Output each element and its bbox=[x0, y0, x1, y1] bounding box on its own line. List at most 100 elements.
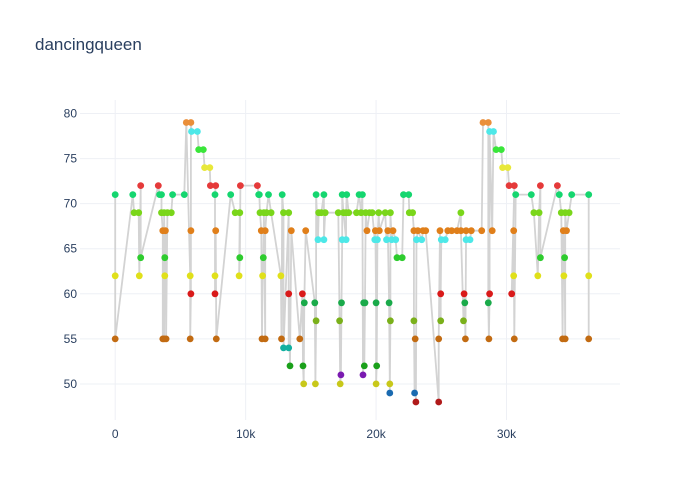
data-point[interactable] bbox=[368, 209, 376, 217]
data-point[interactable] bbox=[162, 227, 169, 235]
data-point[interactable] bbox=[400, 191, 407, 199]
data-point[interactable] bbox=[373, 362, 381, 370]
data-point[interactable] bbox=[585, 191, 593, 199]
data-point[interactable] bbox=[360, 362, 368, 370]
data-point[interactable] bbox=[512, 191, 520, 199]
data-point[interactable] bbox=[585, 335, 593, 343]
data-point[interactable] bbox=[211, 290, 219, 298]
data-point[interactable] bbox=[530, 209, 538, 217]
data-point[interactable] bbox=[188, 128, 195, 135]
data-point[interactable] bbox=[435, 398, 443, 406]
data-point[interactable] bbox=[466, 236, 474, 244]
data-point[interactable] bbox=[490, 128, 497, 135]
data-point[interactable] bbox=[299, 290, 306, 298]
data-point[interactable] bbox=[389, 227, 397, 235]
data-point[interactable] bbox=[338, 299, 345, 307]
data-point[interactable] bbox=[312, 317, 320, 325]
data-point[interactable] bbox=[510, 182, 518, 190]
data-point[interactable] bbox=[342, 236, 350, 244]
data-point[interactable] bbox=[280, 344, 287, 352]
data-point[interactable] bbox=[411, 389, 418, 397]
data-point[interactable] bbox=[385, 299, 393, 307]
data-point[interactable] bbox=[527, 191, 535, 199]
data-point[interactable] bbox=[111, 272, 119, 280]
data-point[interactable] bbox=[504, 164, 512, 172]
data-point[interactable] bbox=[561, 254, 568, 262]
data-point[interactable] bbox=[457, 227, 465, 235]
data-point[interactable] bbox=[392, 236, 400, 244]
data-point[interactable] bbox=[187, 290, 195, 298]
data-point[interactable] bbox=[537, 182, 544, 190]
data-point[interactable] bbox=[261, 227, 269, 235]
data-point[interactable] bbox=[457, 209, 465, 217]
data-point[interactable] bbox=[410, 317, 418, 325]
data-point[interactable] bbox=[372, 380, 380, 388]
data-point[interactable] bbox=[381, 209, 389, 217]
data-point[interactable] bbox=[375, 227, 383, 235]
data-point[interactable] bbox=[194, 128, 201, 135]
data-point[interactable] bbox=[278, 335, 285, 343]
data-point[interactable] bbox=[436, 227, 444, 235]
data-point[interactable] bbox=[499, 164, 506, 172]
data-point[interactable] bbox=[386, 380, 394, 388]
data-point[interactable] bbox=[418, 236, 426, 244]
data-point[interactable] bbox=[441, 236, 449, 244]
data-point[interactable] bbox=[383, 236, 390, 244]
data-point[interactable] bbox=[300, 380, 308, 388]
data-point[interactable] bbox=[554, 182, 561, 190]
data-point[interactable] bbox=[478, 227, 486, 235]
data-point[interactable] bbox=[211, 191, 219, 199]
data-point[interactable] bbox=[386, 389, 394, 397]
data-point[interactable] bbox=[158, 191, 165, 199]
data-point[interactable] bbox=[235, 272, 243, 280]
data-point[interactable] bbox=[437, 317, 445, 325]
data-point[interactable] bbox=[267, 209, 275, 217]
data-point[interactable] bbox=[320, 191, 328, 199]
data-point[interactable] bbox=[265, 191, 272, 199]
data-point[interactable] bbox=[387, 317, 394, 325]
data-point[interactable] bbox=[201, 164, 209, 172]
data-point[interactable] bbox=[312, 191, 320, 199]
data-point[interactable] bbox=[484, 299, 492, 307]
data-point[interactable] bbox=[161, 254, 169, 262]
data-point[interactable] bbox=[435, 335, 443, 343]
data-point[interactable] bbox=[384, 227, 392, 235]
data-point[interactable] bbox=[296, 335, 304, 343]
data-point[interactable] bbox=[137, 182, 145, 190]
data-point[interactable] bbox=[187, 119, 195, 126]
data-point[interactable] bbox=[162, 335, 170, 343]
data-point[interactable] bbox=[336, 317, 343, 325]
data-point[interactable] bbox=[320, 236, 328, 244]
data-point[interactable] bbox=[302, 227, 310, 235]
data-point[interactable] bbox=[129, 191, 137, 199]
data-point[interactable] bbox=[259, 254, 267, 262]
data-point[interactable] bbox=[534, 272, 542, 280]
data-point[interactable] bbox=[311, 299, 319, 307]
data-point[interactable] bbox=[411, 335, 419, 343]
data-point[interactable] bbox=[206, 164, 214, 172]
data-point[interactable] bbox=[359, 371, 367, 379]
data-point[interactable] bbox=[585, 272, 593, 280]
data-point[interactable] bbox=[359, 191, 366, 199]
data-point[interactable] bbox=[510, 227, 518, 235]
data-point[interactable] bbox=[337, 371, 345, 379]
data-point[interactable] bbox=[187, 227, 195, 235]
data-point[interactable] bbox=[237, 182, 244, 190]
data-point[interactable] bbox=[111, 191, 119, 199]
data-point[interactable] bbox=[486, 290, 493, 298]
data-point[interactable] bbox=[111, 335, 119, 343]
data-point[interactable] bbox=[372, 299, 380, 307]
data-point[interactable] bbox=[363, 227, 371, 235]
data-point[interactable] bbox=[212, 335, 220, 343]
data-point[interactable] bbox=[154, 182, 162, 190]
data-point[interactable] bbox=[300, 299, 308, 307]
data-point[interactable] bbox=[492, 146, 500, 154]
data-point[interactable] bbox=[393, 254, 401, 262]
data-point[interactable] bbox=[565, 209, 573, 217]
data-point[interactable] bbox=[537, 254, 544, 262]
data-point[interactable] bbox=[375, 209, 383, 217]
data-point[interactable] bbox=[508, 290, 516, 298]
data-point[interactable] bbox=[255, 191, 263, 199]
data-point[interactable] bbox=[285, 290, 293, 298]
data-point[interactable] bbox=[343, 191, 351, 199]
